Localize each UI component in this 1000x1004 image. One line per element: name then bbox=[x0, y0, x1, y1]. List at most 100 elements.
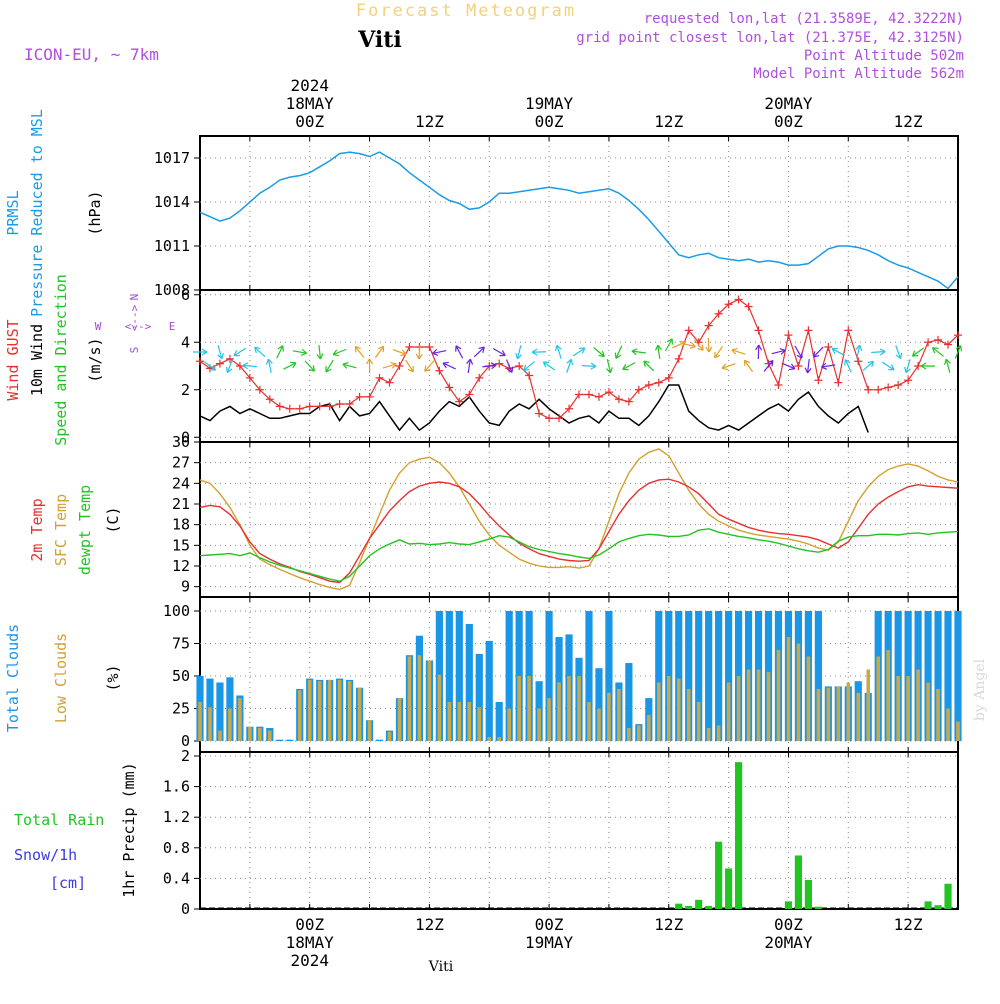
y-tick-label: 25 bbox=[172, 700, 190, 718]
gust-marker bbox=[645, 381, 653, 389]
wind-direction-arrow-icon bbox=[742, 359, 755, 374]
low-cloud-bar bbox=[388, 732, 392, 741]
station-name: Viti bbox=[357, 27, 402, 53]
wind-direction-arrow-icon bbox=[931, 345, 946, 358]
low-cloud-bar bbox=[876, 657, 880, 742]
gust-marker bbox=[425, 343, 433, 351]
low-cloud-bar bbox=[837, 686, 841, 741]
low-cloud-bar bbox=[797, 644, 801, 742]
rain-bar bbox=[934, 905, 941, 909]
top-time-label: 12Z bbox=[654, 112, 683, 131]
gust-marker bbox=[914, 362, 922, 370]
low-cloud-bar bbox=[557, 683, 561, 742]
dewpt-line bbox=[200, 529, 958, 581]
gust-marker bbox=[675, 355, 683, 363]
gust-marker bbox=[465, 391, 473, 399]
low-cloud-bar bbox=[866, 670, 870, 742]
wind-direction-arrow-icon bbox=[613, 344, 624, 359]
wind-direction-arrow-icon bbox=[232, 346, 247, 359]
top-time-label: 18MAY bbox=[286, 94, 335, 113]
low-cloud-bar bbox=[428, 660, 432, 741]
low-cloud-bar bbox=[228, 709, 232, 742]
low-cloud-bar bbox=[856, 693, 860, 741]
low-cloud-bar bbox=[238, 698, 242, 741]
wind-direction-arrow-icon bbox=[911, 345, 926, 358]
gust-marker bbox=[854, 357, 862, 365]
low-cloud-bar bbox=[477, 707, 481, 741]
low-cloud-bar bbox=[846, 683, 850, 742]
wind-direction-arrow-icon bbox=[592, 345, 607, 359]
total-cloud-bar bbox=[715, 611, 722, 741]
bottom-time-label: 00Z bbox=[774, 915, 803, 934]
compass-n: N bbox=[128, 294, 141, 301]
low-cloud-bar bbox=[318, 681, 322, 741]
low-cloud-bar bbox=[767, 672, 771, 741]
wind-direction-arrow-icon bbox=[582, 363, 596, 370]
gust-marker bbox=[615, 395, 623, 403]
gust-marker bbox=[824, 343, 832, 351]
bottom-time-label: 12Z bbox=[415, 915, 444, 934]
total-cloud-bar bbox=[286, 740, 293, 741]
y-tick-label: 30 bbox=[172, 433, 190, 451]
panel-frame bbox=[200, 442, 958, 597]
low-cloud-bar bbox=[906, 676, 910, 741]
wind-direction-arrow-icon bbox=[871, 349, 885, 356]
gust-marker bbox=[755, 326, 763, 334]
wind-direction-arrow-icon bbox=[323, 358, 335, 373]
watermark: by Angel bbox=[972, 658, 988, 721]
gust-marker bbox=[924, 338, 932, 346]
low-cloud-bar bbox=[707, 728, 711, 741]
wind-direction-arrow-icon bbox=[316, 345, 323, 360]
wind-direction-arrow-icon bbox=[554, 344, 564, 359]
gust-marker bbox=[495, 360, 503, 368]
bottom-time-label: 00Z bbox=[295, 915, 324, 934]
wind-direction-arrow-icon bbox=[532, 349, 546, 355]
temp-label-unit: (C) bbox=[104, 506, 122, 533]
bottom-time-label: 2024 bbox=[290, 951, 329, 970]
y-tick-label: 0.4 bbox=[163, 869, 190, 887]
low-cloud-bar bbox=[258, 728, 262, 741]
arrow-shaft bbox=[708, 338, 709, 352]
gust-marker bbox=[276, 402, 284, 410]
wind-direction-arrow-icon bbox=[292, 348, 307, 356]
wind-direction-arrow-icon bbox=[893, 344, 903, 359]
gust-marker bbox=[435, 367, 443, 375]
low-cloud-bar bbox=[687, 689, 691, 741]
gust-marker bbox=[784, 331, 792, 339]
precip-label-cm: [cm] bbox=[50, 874, 86, 892]
bottom-time-label: 19MAY bbox=[525, 933, 574, 952]
low-cloud-bar bbox=[497, 737, 501, 741]
wind-direction-arrow-icon bbox=[342, 361, 357, 370]
wind-direction-arrow-icon bbox=[943, 358, 952, 373]
wind-direction-arrow-icon bbox=[382, 361, 397, 371]
rain-bar bbox=[815, 907, 822, 909]
wind-direction-arrow-icon bbox=[215, 344, 225, 359]
wind-direction-arrow-icon bbox=[861, 359, 876, 373]
low-cloud-bar bbox=[717, 725, 721, 741]
low-cloud-bar bbox=[328, 680, 332, 741]
low-cloud-bar bbox=[946, 709, 950, 742]
gust-marker bbox=[904, 376, 912, 384]
y-tick-label: 21 bbox=[172, 495, 190, 513]
low-cloud-bar bbox=[418, 655, 422, 741]
chart-title: Forecast Meteogram bbox=[356, 1, 576, 21]
low-cloud-bar bbox=[218, 731, 222, 741]
total-cloud-bar bbox=[496, 702, 503, 741]
rain-bar bbox=[785, 901, 792, 909]
bottom-time-label: 12Z bbox=[894, 915, 923, 934]
rain-bar bbox=[795, 855, 802, 909]
wind-direction-arrow-icon bbox=[655, 345, 663, 360]
gust-marker bbox=[814, 376, 822, 384]
low-cloud-bar bbox=[667, 676, 671, 741]
total-cloud-bar bbox=[705, 611, 712, 741]
gust-marker bbox=[774, 381, 782, 389]
low-cloud-bar bbox=[787, 637, 791, 741]
low-cloud-bar bbox=[487, 737, 491, 741]
low-cloud-bar bbox=[527, 676, 531, 741]
cloud-label-unit: (%) bbox=[104, 664, 122, 691]
total-cloud-bar bbox=[276, 740, 283, 741]
